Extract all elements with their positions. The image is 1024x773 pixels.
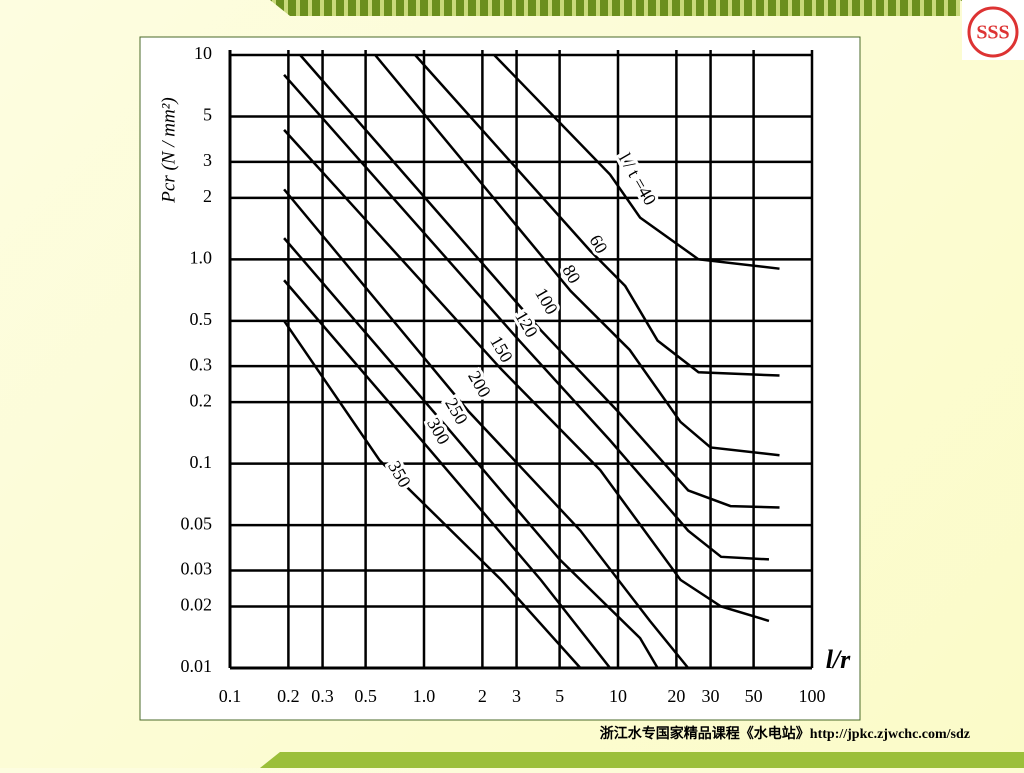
y-tick-label: 0.02 [181,595,213,615]
x-tick-label: 100 [799,686,826,706]
y-tick-label: 0.2 [190,390,213,410]
curve [283,279,612,669]
x-tick-label: 10 [609,686,627,706]
y-axis-label: Pcr (N / mm²) [158,97,179,203]
bottom-bar [260,752,1024,768]
y-tick-label: 0.1 [190,452,213,472]
curve [414,54,780,377]
x-axis-label: l/r [826,645,851,674]
curve [374,54,780,457]
curve [283,188,690,669]
x-tick-label: 20 [667,686,685,706]
curve [283,320,582,669]
x-tick-label: 5 [555,686,564,706]
footer: 浙江水专国家精品课程《水电站》http://jpkc.zjwchc.com/sd… [600,725,970,742]
x-tick-label: 1.0 [413,686,436,706]
x-tick-label: 3 [512,686,521,706]
logo-mark: SSS [976,22,1009,44]
x-tick-label: 50 [745,686,763,706]
y-tick-label: 1.0 [190,247,213,267]
chart-box [139,36,861,721]
y-tick-label: 3 [203,150,212,170]
y-tick-label: 2 [203,186,212,206]
y-tick-label: 5 [203,105,212,125]
x-tick-label: 0.5 [354,686,377,706]
curve [283,73,770,561]
x-tick-label: 0.2 [277,686,300,706]
curve [299,54,780,509]
y-tick-label: 10 [194,43,212,63]
y-tick-label: 0.03 [181,559,213,579]
y-tick-label: 0.01 [181,656,213,676]
top-bar [270,0,960,16]
y-tick-label: 0.5 [190,309,213,329]
curve [283,129,770,623]
y-tick-label: 0.05 [181,513,213,533]
curve [493,54,780,270]
curve [283,237,659,669]
x-tick-label: 30 [702,686,720,706]
logo-box [962,0,1024,60]
x-tick-label: 0.1 [219,686,242,706]
y-tick-label: 0.3 [190,354,213,374]
logo [967,6,1019,58]
x-tick-label: 0.3 [311,686,334,706]
x-tick-label: 2 [478,686,487,706]
